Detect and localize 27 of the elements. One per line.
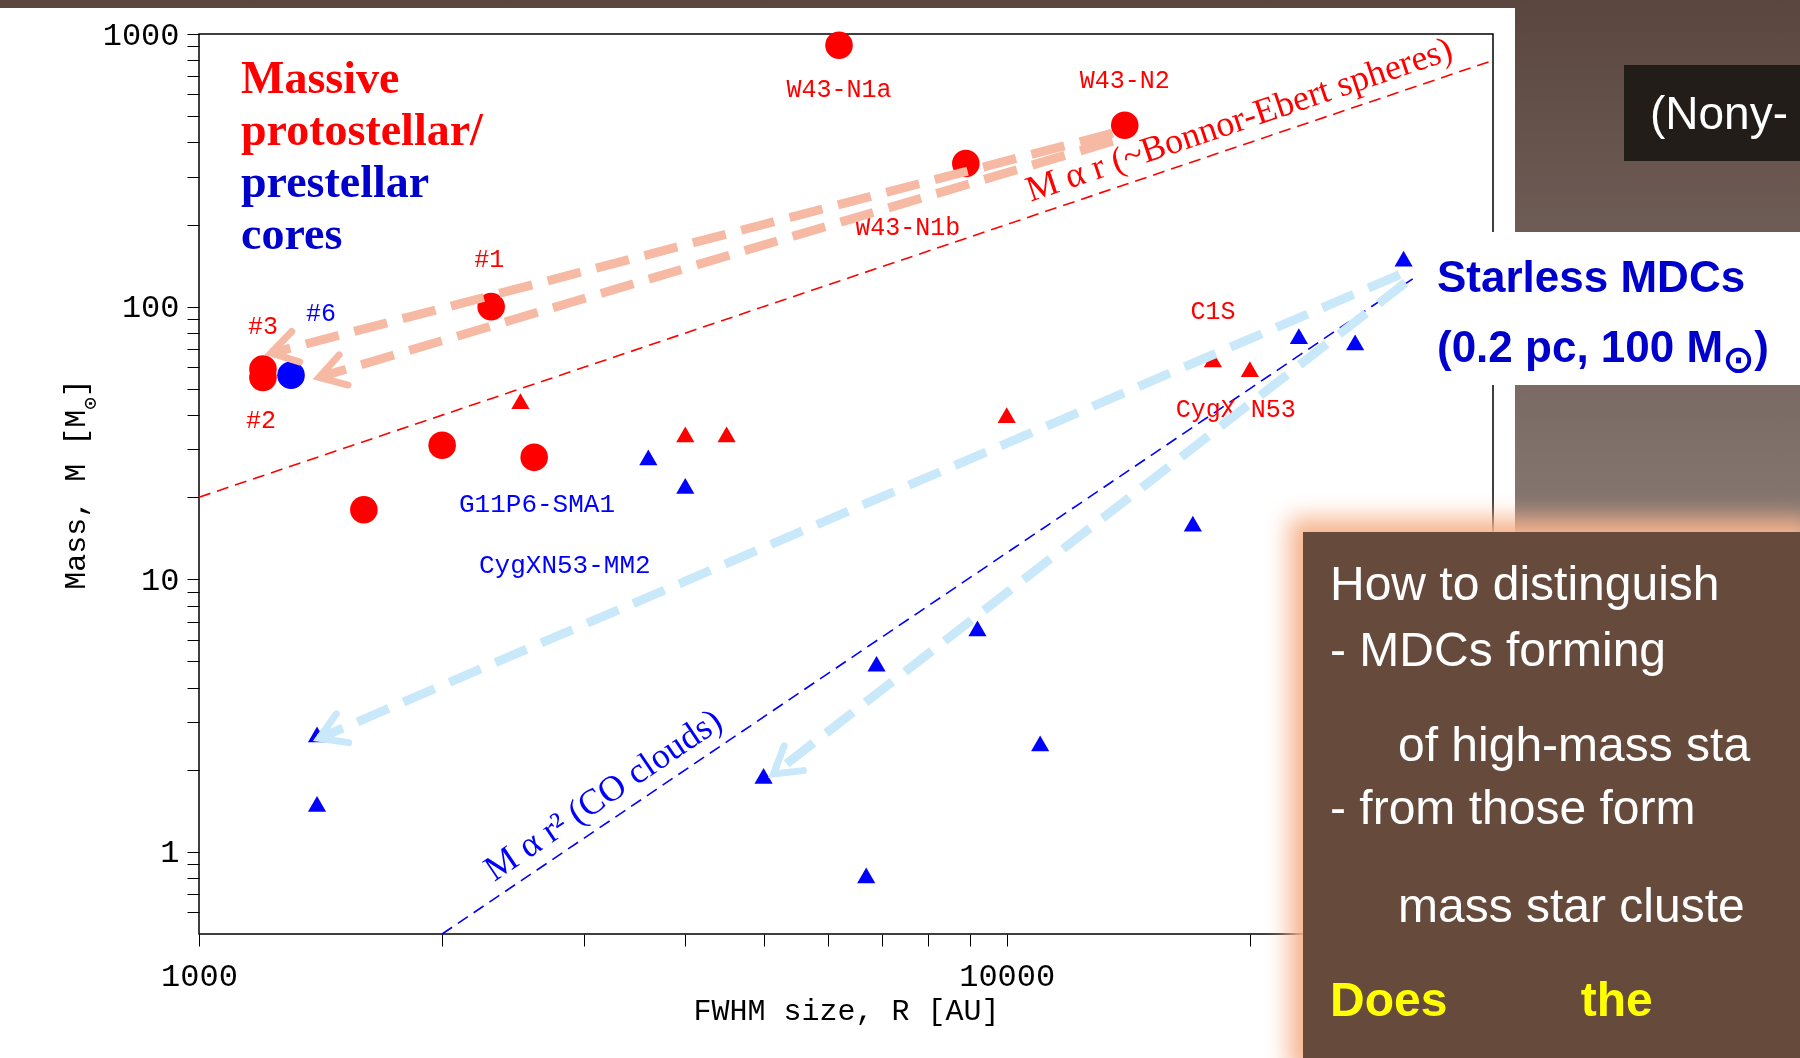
annotation: Massive protostellar/	[241, 52, 484, 156]
annotation: - from those form	[1330, 780, 1696, 835]
x-axis-title: FWHM size, R [AU]	[693, 994, 1000, 1029]
annotation: C1S	[1190, 298, 1236, 328]
annotation: How to distinguish	[1330, 556, 1720, 611]
annotation: - MDCs forming	[1330, 622, 1667, 677]
annotation: W43-N1b	[855, 214, 961, 244]
annotation: CygXN53-MM2	[479, 551, 651, 581]
annotation: Starless MDCs	[1437, 252, 1746, 302]
y-tick-label: 1	[160, 835, 180, 873]
x-tick-label: 10000	[959, 958, 1056, 996]
y-tick-label: 1000	[102, 17, 180, 55]
annotation: CygX-N53	[1175, 396, 1296, 426]
annotation: of high-mass sta	[1398, 717, 1751, 772]
annotation: G11P6-SMA1	[459, 490, 616, 520]
y-tick-label: 10	[141, 562, 180, 600]
annotation: (0.2 pc, 100 M$_{⊙}$)	[1437, 322, 1769, 381]
annotation: #2	[245, 407, 276, 437]
annotation: #6	[306, 300, 337, 330]
text: (Nony-	[1624, 65, 1800, 161]
annotation: #3	[247, 313, 278, 343]
annotation: mass star cluste	[1398, 878, 1745, 933]
annotation: W43-N1a	[786, 76, 892, 106]
y-tick-label: 100	[121, 290, 180, 328]
text: Does the	[1330, 972, 1653, 1027]
annotation: #1	[474, 245, 505, 275]
annotation: prestellar cores	[241, 156, 429, 259]
